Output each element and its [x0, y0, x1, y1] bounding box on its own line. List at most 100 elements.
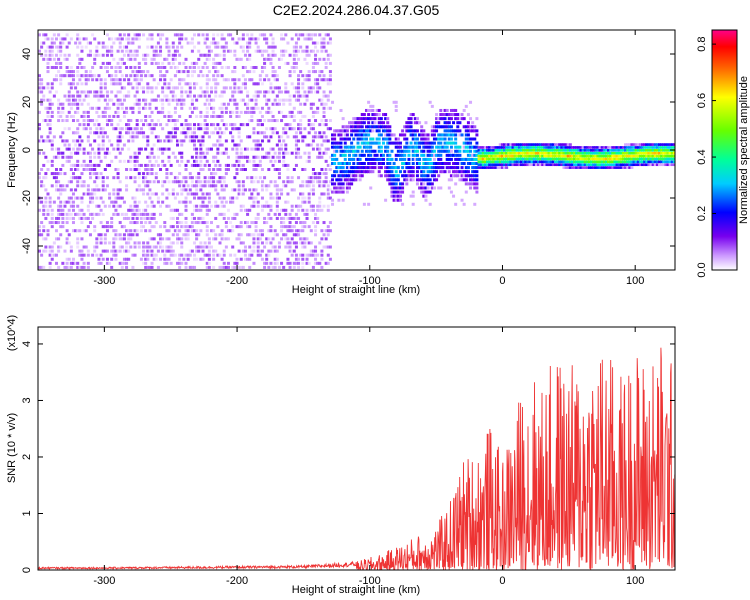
spectrogram-cell	[398, 182, 402, 186]
spectrogram-cell	[466, 174, 470, 178]
spectrogram-cell	[649, 157, 653, 161]
spectrogram-cell	[118, 151, 122, 155]
spectrogram-cell	[127, 131, 131, 135]
spectrogram-cell	[95, 106, 99, 110]
spectrogram-cell	[150, 119, 154, 123]
spectrogram-cell	[114, 94, 118, 98]
spectrogram-cell	[583, 160, 587, 164]
spectrogram-cell	[190, 176, 194, 180]
spectrogram-cell	[545, 163, 549, 167]
spectrogram-cell	[76, 237, 80, 241]
spectrogram-cell	[254, 168, 258, 171]
spectrogram-cell	[607, 157, 611, 161]
spectrogram-cell	[205, 131, 209, 135]
spectrogram-cell	[454, 162, 458, 165]
spectrogram-cell	[294, 143, 298, 147]
spectrogram-cell	[660, 149, 664, 152]
spectrogram-cell	[148, 114, 152, 118]
spectrogram-cell	[108, 204, 112, 208]
spectrogram-cell	[105, 225, 109, 229]
spectrogram-cell	[615, 151, 619, 155]
spectrogram-cell	[127, 127, 131, 131]
spectrogram-cell	[131, 265, 135, 269]
spectrogram-cell	[54, 37, 58, 41]
spectrogram-cell	[63, 172, 67, 176]
spectrogram-cell	[97, 176, 101, 180]
spectrogram-cell	[127, 41, 131, 45]
spectrogram-cell	[452, 162, 456, 165]
colorbar-gradient	[711, 29, 738, 271]
spectrogram-cell	[254, 94, 258, 98]
spectrogram-cell	[239, 151, 243, 155]
spectrogram-cell	[233, 188, 237, 192]
spectrogram-cell	[48, 114, 52, 118]
spectrogram-cell	[122, 61, 126, 65]
spectrogram-cell	[401, 166, 405, 170]
spectrogram-cell	[301, 245, 305, 249]
spectrogram-cell	[118, 127, 122, 131]
spectrogram-cell	[364, 117, 368, 121]
spectrogram-cell	[655, 146, 659, 149]
spectrogram-cell	[551, 157, 555, 161]
spectrogram-cell	[316, 176, 320, 180]
spectrogram-cell	[424, 137, 428, 141]
spectrogram-cell	[235, 168, 239, 171]
spectrogram-cell	[220, 106, 224, 110]
spectrogram-cell	[265, 102, 269, 106]
spectrogram-cell	[403, 133, 407, 137]
spectrogram-cell	[445, 157, 449, 161]
spectrogram-cell	[570, 151, 574, 155]
spectrogram-cell	[670, 163, 674, 167]
spectrogram-cell	[645, 143, 649, 146]
spectrogram-cell	[263, 135, 267, 139]
spectrogram-cell	[71, 98, 75, 102]
spectrogram-cell	[120, 245, 124, 249]
spectrogram-cell	[326, 98, 330, 102]
spectrogram-cell	[48, 204, 52, 208]
spectrogram-cell	[309, 208, 313, 212]
spectrogram-cell	[108, 98, 112, 102]
spectrogram-cell	[146, 155, 150, 159]
spectrogram-cell	[294, 233, 298, 237]
spectrogram-cell	[112, 245, 116, 249]
spectrogram-cell	[269, 208, 273, 212]
spectrogram-cell	[573, 163, 577, 167]
spectrogram-cell	[394, 194, 398, 198]
spectrogram-cell	[150, 98, 154, 102]
spectrogram-cell	[345, 166, 349, 170]
spectrogram-cell	[553, 143, 557, 146]
spectrogram-cell	[246, 90, 250, 94]
spectrogram-cell	[154, 45, 158, 49]
spectrogram-cell	[394, 198, 398, 202]
spectrogram-cell	[413, 141, 417, 145]
spectrogram-cell	[311, 61, 315, 65]
spectrogram-cell	[420, 133, 424, 137]
spectrogram-cell	[551, 143, 555, 146]
spectrogram-cell	[628, 166, 632, 169]
spectrogram-cell	[86, 135, 90, 139]
spectrogram-cell	[144, 147, 148, 151]
spectrogram-cell	[88, 53, 92, 57]
spectrogram-cell	[369, 145, 373, 149]
spectrogram-cell	[258, 123, 262, 127]
spectrogram-cell	[284, 151, 288, 155]
spectrogram-cell	[182, 78, 186, 82]
spectrogram-cell	[84, 82, 88, 86]
spectrogram-cell	[252, 245, 256, 249]
spectrogram-cell	[375, 125, 379, 129]
spectrogram-cell	[95, 188, 99, 192]
spectrogram-cell	[439, 166, 443, 170]
spectrogram-cell	[46, 229, 50, 233]
spectrogram-cell	[114, 208, 118, 212]
spectrogram-cell	[394, 141, 398, 145]
spectrogram-cell	[193, 221, 197, 225]
spectrogram-cell	[326, 127, 330, 131]
spectrogram-cell	[265, 49, 269, 53]
spectrogram-cell	[280, 143, 284, 147]
spectrogram-cell	[190, 70, 194, 74]
spectrogram-cell	[587, 149, 591, 152]
spectrogram-cell	[171, 86, 175, 90]
spectrogram-cell	[275, 94, 279, 98]
spectrogram-cell	[80, 139, 84, 143]
spectrogram-cell	[118, 98, 122, 102]
